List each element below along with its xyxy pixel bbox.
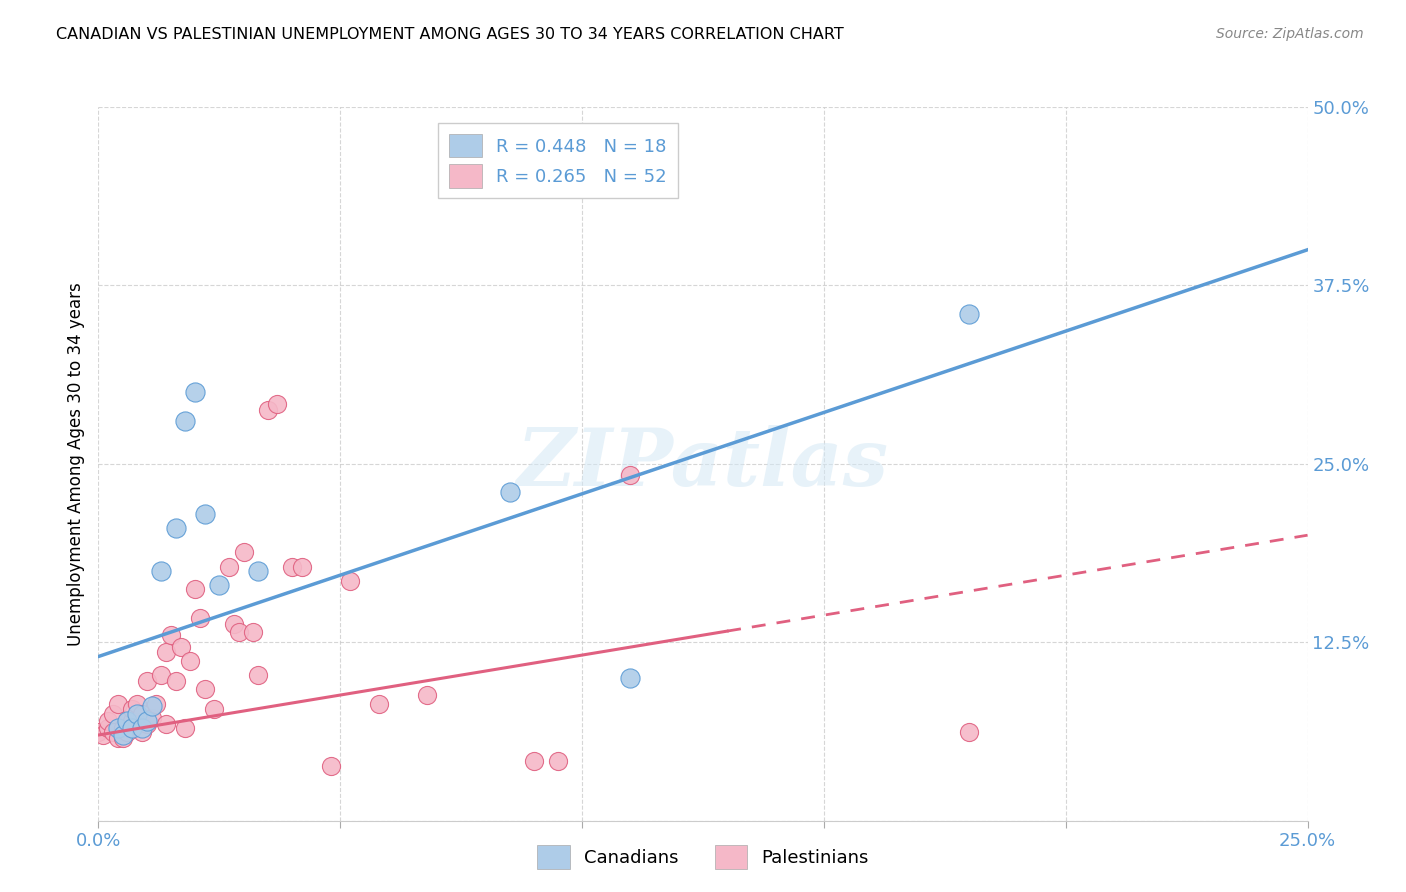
Point: [247, 564, 270, 578]
Point: [957, 725, 980, 739]
Point: [339, 574, 361, 588]
Point: [141, 711, 163, 725]
Point: [222, 616, 245, 631]
Point: [135, 716, 157, 731]
Point: [101, 725, 124, 739]
Point: [155, 645, 177, 659]
Point: [218, 559, 240, 574]
Point: [194, 682, 217, 697]
Point: [155, 716, 177, 731]
Point: [228, 625, 250, 640]
Point: [188, 611, 211, 625]
Point: [121, 721, 143, 735]
Point: [107, 731, 129, 745]
Point: [319, 759, 342, 773]
Text: ZIPatlas: ZIPatlas: [517, 425, 889, 502]
Point: [232, 545, 254, 559]
Point: [111, 731, 134, 745]
Text: CANADIAN VS PALESTINIAN UNEMPLOYMENT AMONG AGES 30 TO 34 YEARS CORRELATION CHART: CANADIAN VS PALESTINIAN UNEMPLOYMENT AMO…: [56, 27, 844, 42]
Point: [97, 714, 120, 728]
Y-axis label: Unemployment Among Ages 30 to 34 years: Unemployment Among Ages 30 to 34 years: [66, 282, 84, 646]
Point: [135, 714, 157, 728]
Point: [145, 697, 167, 711]
Point: [111, 728, 134, 742]
Point: [127, 706, 149, 721]
Point: [131, 706, 153, 721]
Point: [247, 668, 270, 682]
Point: [150, 564, 173, 578]
Point: [174, 414, 197, 428]
Point: [256, 402, 278, 417]
Point: [160, 628, 183, 642]
Point: [131, 721, 153, 735]
Point: [111, 721, 134, 735]
Point: [91, 728, 114, 742]
Point: [107, 721, 129, 735]
Point: [179, 654, 201, 668]
Point: [127, 716, 149, 731]
Point: [281, 559, 304, 574]
Point: [117, 725, 139, 739]
Point: [121, 714, 143, 728]
Point: [523, 754, 546, 768]
Point: [141, 699, 163, 714]
Point: [135, 673, 157, 688]
Point: [165, 673, 187, 688]
Point: [127, 697, 149, 711]
Point: [619, 468, 641, 483]
Point: [184, 582, 207, 597]
Point: [131, 725, 153, 739]
Point: [174, 721, 197, 735]
Point: [368, 697, 391, 711]
Point: [150, 668, 173, 682]
Point: [619, 671, 641, 685]
Point: [290, 559, 312, 574]
Point: [169, 640, 191, 654]
Point: [97, 721, 120, 735]
Point: [107, 697, 129, 711]
Point: [208, 578, 231, 592]
Point: [87, 725, 110, 739]
Legend: Canadians, Palestinians: Canadians, Palestinians: [530, 838, 876, 876]
Point: [121, 702, 143, 716]
Point: [184, 385, 207, 400]
Text: Source: ZipAtlas.com: Source: ZipAtlas.com: [1216, 27, 1364, 41]
Point: [416, 688, 439, 702]
Point: [101, 706, 124, 721]
Point: [957, 307, 980, 321]
Point: [117, 714, 139, 728]
Point: [194, 507, 217, 521]
Point: [266, 397, 288, 411]
Point: [204, 702, 226, 716]
Point: [547, 754, 569, 768]
Point: [242, 625, 264, 640]
Point: [165, 521, 187, 535]
Point: [117, 714, 139, 728]
Point: [498, 485, 520, 500]
